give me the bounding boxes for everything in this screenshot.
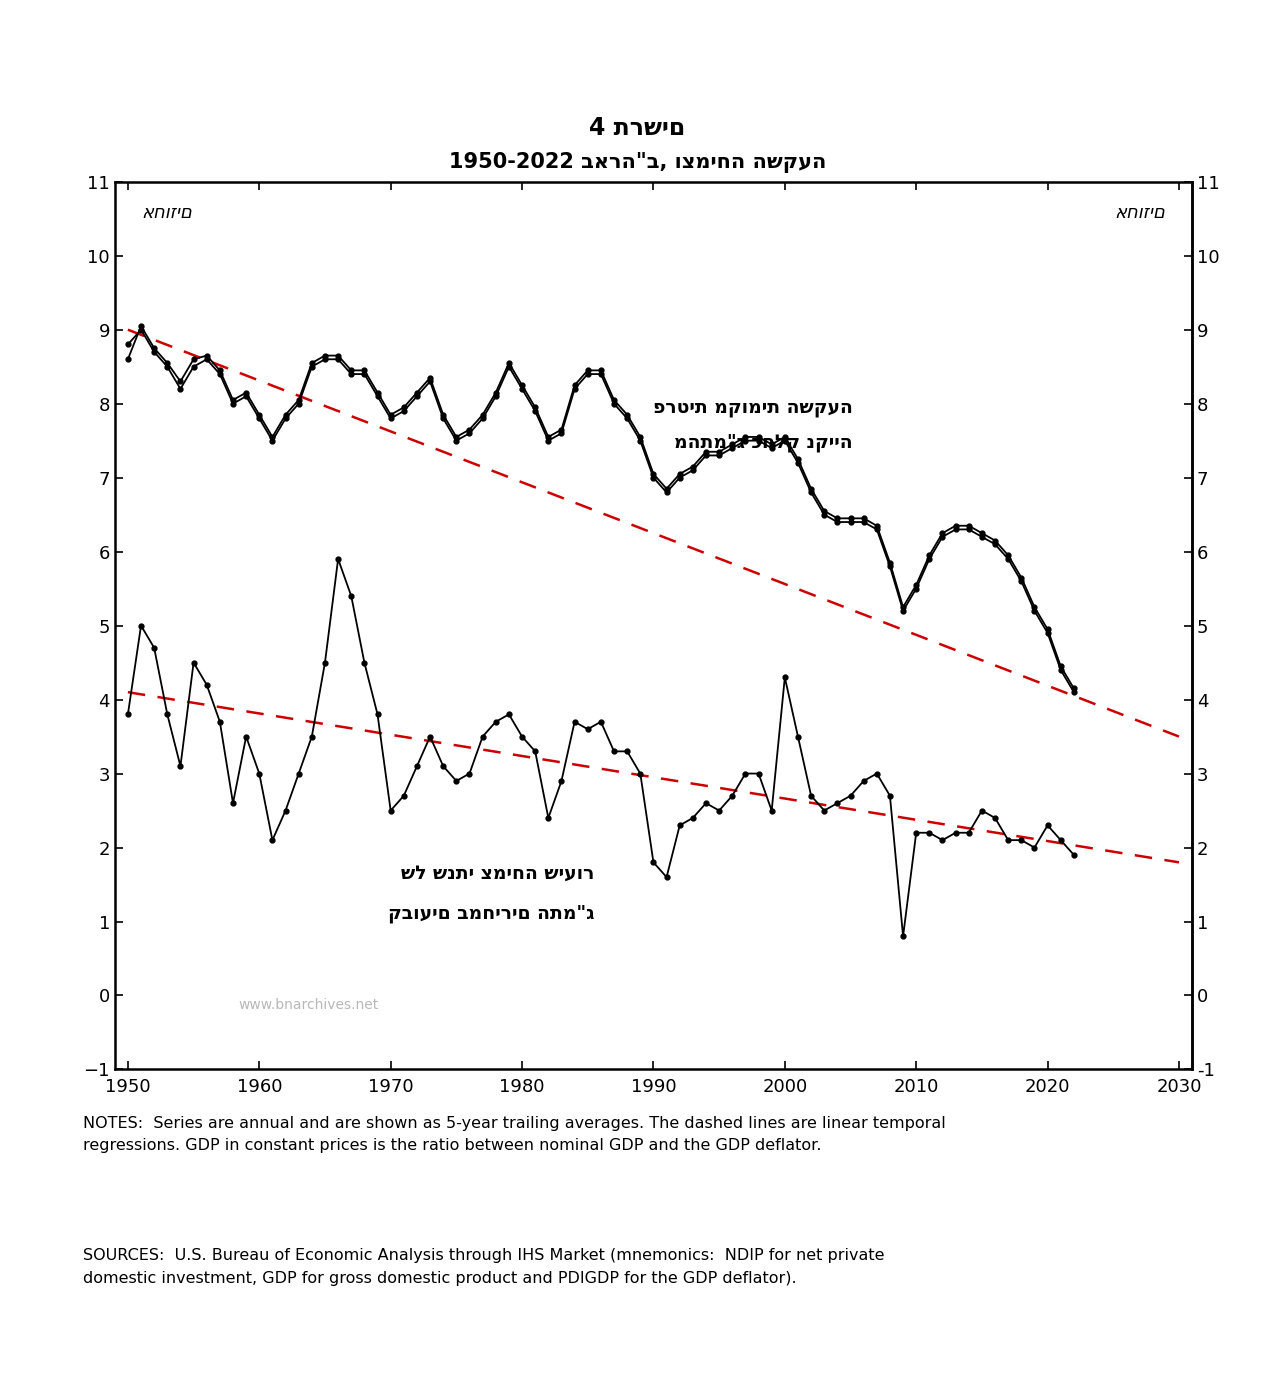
Text: 1950-2022 בארה"ב, וצמיחה השקעה: 1950-2022 בארה"ב, וצמיחה השקעה (449, 152, 826, 173)
Text: מהתמ"ג כחלק נקייה: מהתמ"ג כחלק נקייה (674, 433, 853, 453)
Text: של שנתי צמיחה שיעור: של שנתי צמיחה שיעור (400, 864, 594, 884)
Text: www.bnarchives.net: www.bnarchives.net (238, 998, 379, 1012)
Text: 4 תרשים: 4 תרשים (589, 116, 686, 140)
Text: אחוזים: אחוזים (142, 204, 193, 222)
Text: NOTES:  Series are annual and are shown as 5-year trailing averages. The dashed : NOTES: Series are annual and are shown a… (83, 1116, 946, 1153)
Text: אחוזים: אחוזים (1114, 204, 1165, 222)
Text: קבועים במחירים התמ"ג: קבועים במחירים התמ"ג (388, 905, 594, 923)
Text: פרטית מקומית השקעה: פרטית מקומית השקעה (653, 398, 853, 417)
Text: SOURCES:  U.S. Bureau of Economic Analysis through IHS Market (mnemonics:  NDIP : SOURCES: U.S. Bureau of Economic Analysi… (83, 1248, 885, 1286)
